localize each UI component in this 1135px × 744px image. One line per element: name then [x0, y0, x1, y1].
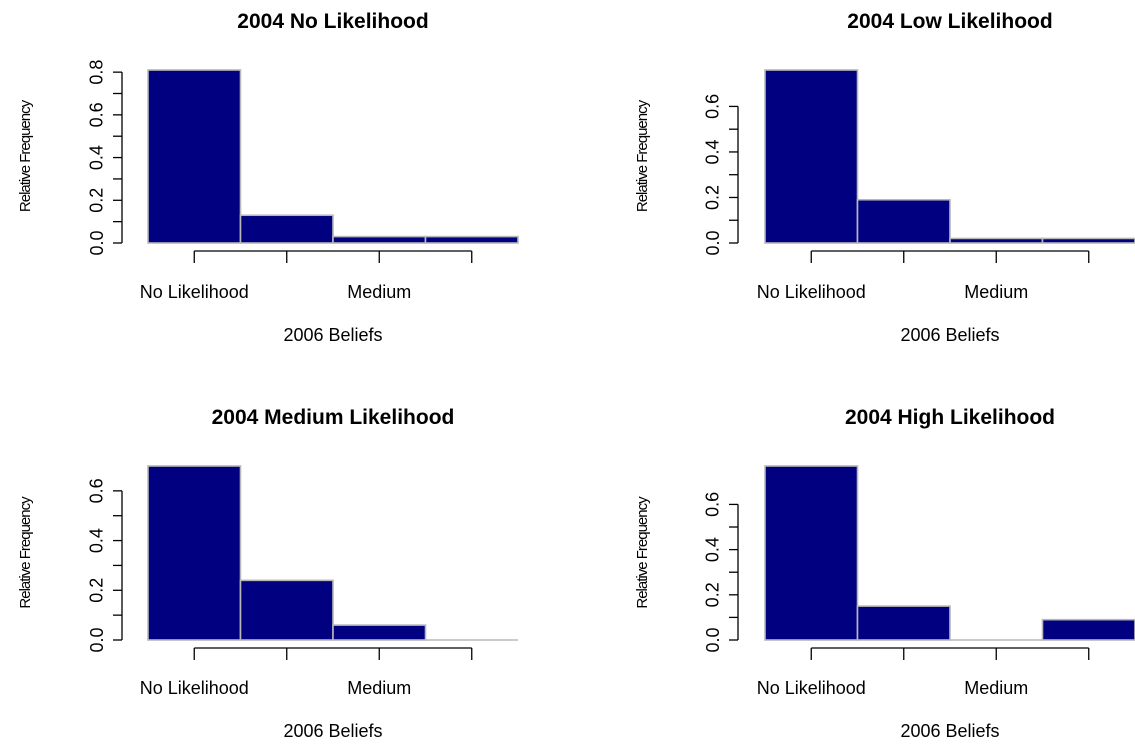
- y-tick-label: 0.6: [703, 492, 723, 517]
- y-tick-label: 0.2: [87, 188, 107, 213]
- y-tick-label: 0.4: [87, 145, 107, 170]
- chart-title: 2004 Medium Likelihood: [212, 406, 455, 429]
- bar-high: [1041, 618, 1135, 641]
- x-tick-label: Medium: [964, 282, 1028, 302]
- chart-panel-3: 2004 Medium Likelihood 0.0 0.2 0.4 0.6 No Lik…: [17, 406, 518, 741]
- y-tick-label: 0.0: [703, 627, 723, 652]
- y-axis-label: Relative Frequency: [634, 99, 651, 212]
- chart-panel-4: 2004 High Likelihood 0.0 0.2 0.4 0.6 No Likel…: [634, 406, 1135, 741]
- x-tick-label: Medium: [964, 678, 1028, 698]
- bar-medium: [332, 235, 427, 244]
- y-tick-label: 0.6: [703, 94, 723, 119]
- bar-high: [1041, 237, 1135, 244]
- chart-panel-1: 2004 No Likelihood 0.0 0.2 0.4 0.6 0.8 No Like…: [17, 10, 519, 345]
- x-tick-label: No Likelihood: [140, 282, 249, 302]
- y-tick-label: 0.0: [87, 627, 107, 652]
- x-axis-label: 2006 Beliefs: [283, 325, 382, 345]
- x-tick-label: Medium: [347, 282, 411, 302]
- x-tick-label: No Likelihood: [757, 282, 866, 302]
- x-tick-label: No Likelihood: [140, 678, 249, 698]
- bar-no-likelihood: [147, 69, 242, 244]
- y-axis-label: Relative Frequency: [17, 496, 34, 609]
- bar-medium: [332, 624, 427, 641]
- y-tick-label: 0.2: [703, 185, 723, 210]
- y-tick-label: 0.2: [87, 578, 107, 603]
- y-tick-label: 0.6: [87, 478, 107, 503]
- bar-low: [239, 214, 334, 244]
- bar-no-likelihood: [764, 69, 859, 244]
- bar-no-likelihood: [764, 465, 859, 641]
- y-tick-label: 0.0: [87, 230, 107, 255]
- y-tick-label: 0.0: [703, 230, 723, 255]
- y-tick-label: 0.6: [87, 102, 107, 127]
- bar-low: [856, 198, 951, 244]
- y-tick-label: 0.4: [87, 528, 107, 553]
- y-tick-label: 0.4: [703, 139, 723, 164]
- x-axis-label: 2006 Beliefs: [283, 721, 382, 741]
- chart-title: 2004 High Likelihood: [845, 406, 1055, 429]
- bar-low: [856, 605, 951, 641]
- chart-panel-2: 2004 Low Likelihood 0.0 0.2 0.4 0.6 No Likeli…: [634, 10, 1135, 345]
- x-tick-label: No Likelihood: [757, 678, 866, 698]
- y-axis-label: Relative Frequency: [634, 496, 651, 609]
- bar-low: [239, 579, 334, 641]
- chart-title: 2004 Low Likelihood: [847, 10, 1052, 33]
- y-tick-label: 0.4: [703, 537, 723, 562]
- bar-no-likelihood: [147, 465, 242, 641]
- y-tick-label: 0.2: [703, 582, 723, 607]
- bar-high: [424, 235, 519, 244]
- x-tick-label: Medium: [347, 678, 411, 698]
- y-axis-label: Relative Frequency: [17, 99, 34, 212]
- bar-medium: [949, 237, 1044, 244]
- y-tick-label: 0.8: [87, 60, 107, 85]
- x-axis-label: 2006 Beliefs: [900, 325, 999, 345]
- x-axis-label: 2006 Beliefs: [900, 721, 999, 741]
- chart-title: 2004 No Likelihood: [237, 10, 428, 33]
